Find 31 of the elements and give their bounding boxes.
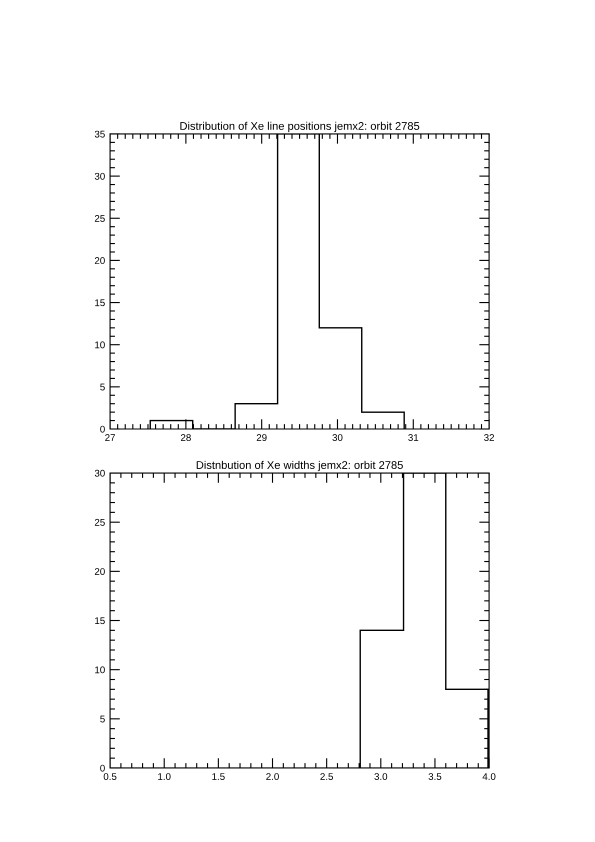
x-tick-label: 32 [484, 434, 494, 441]
y-tick-label: 10 [95, 341, 105, 348]
y-tick-label: 15 [95, 299, 105, 306]
y-tick-label: 30 [94, 470, 105, 477]
x-tick-label: 29 [256, 434, 267, 441]
x-tick-label: 28 [180, 434, 191, 441]
x-tick-label: 3.5 [428, 773, 442, 780]
y-tick-label: 20 [94, 257, 105, 264]
x-tick-label: 2.5 [320, 773, 334, 780]
y-tick-label: 5 [100, 716, 105, 722]
y-tick-label: 10 [95, 666, 105, 674]
x-tick-label: 4.0 [482, 773, 496, 780]
y-tick-label: 25 [94, 214, 105, 222]
y-tick-label: 0 [100, 764, 105, 772]
chart-title: Distribution of Xe line positions jemx2: orbit 2785 [180, 122, 420, 132]
y-tick-label: 0 [100, 426, 105, 433]
x-tick-label: 3.0 [374, 773, 388, 780]
y-tick-label: 30 [94, 172, 105, 180]
y-tick-label: 20 [94, 568, 105, 575]
x-tick-label: 2.0 [266, 773, 279, 780]
y-tick-label: 15 [95, 617, 105, 624]
x-tick-label: 27 [105, 434, 115, 441]
x-tick-label: 30 [332, 434, 343, 441]
y-tick-label: 35 [94, 130, 105, 138]
y-tick-label: 5 [100, 384, 105, 390]
x-tick-label: 0.5 [104, 773, 116, 780]
y-tick-label: 25 [94, 518, 105, 526]
chart-title: Distnbution of Xe widths jemx2: orbit 2785 [196, 460, 403, 472]
x-tick-label: 1.5 [212, 773, 225, 780]
x-tick-label: 1.0 [158, 773, 171, 780]
x-tick-label: 31 [408, 434, 418, 441]
